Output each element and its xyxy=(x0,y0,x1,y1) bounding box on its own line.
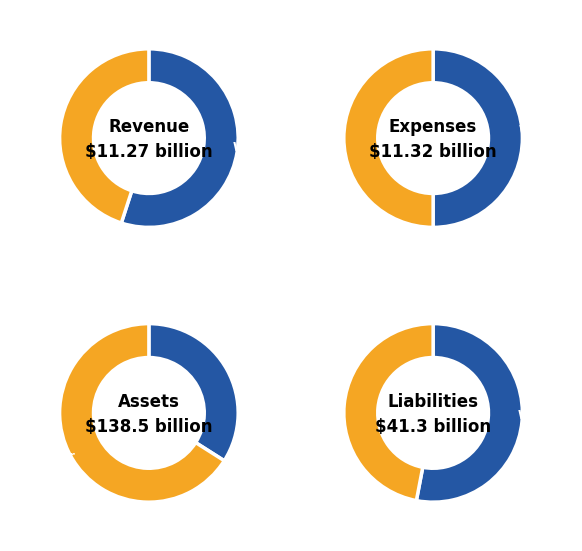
Text: Water
55%: Water 55% xyxy=(233,141,273,169)
Text: Other
47%: Other 47% xyxy=(309,389,347,417)
Text: Assets: Assets xyxy=(118,393,180,411)
Text: $138.5 billion: $138.5 billion xyxy=(85,418,212,436)
Text: $11.32 billion: $11.32 billion xyxy=(370,143,497,161)
Text: Water
34%: Water 34% xyxy=(221,348,261,376)
Text: Other
50%: Other 50% xyxy=(309,124,347,152)
Text: Other
45%: Other 45% xyxy=(26,107,64,136)
Text: Liabilities: Liabilities xyxy=(388,393,478,411)
Wedge shape xyxy=(433,49,523,228)
Text: Water
53%: Water 53% xyxy=(518,409,558,437)
Text: Expenses: Expenses xyxy=(389,118,477,137)
Wedge shape xyxy=(121,49,238,228)
Text: $41.3 billion: $41.3 billion xyxy=(375,418,491,436)
Text: Other
66%: Other 66% xyxy=(38,450,76,478)
Wedge shape xyxy=(344,323,433,501)
Wedge shape xyxy=(149,323,238,461)
Text: Water
50%: Water 50% xyxy=(519,124,559,152)
Wedge shape xyxy=(59,323,224,502)
Text: $11.27 billion: $11.27 billion xyxy=(85,143,212,161)
Wedge shape xyxy=(59,49,149,223)
Text: Revenue: Revenue xyxy=(108,118,190,137)
Wedge shape xyxy=(416,323,523,502)
Wedge shape xyxy=(344,49,433,228)
